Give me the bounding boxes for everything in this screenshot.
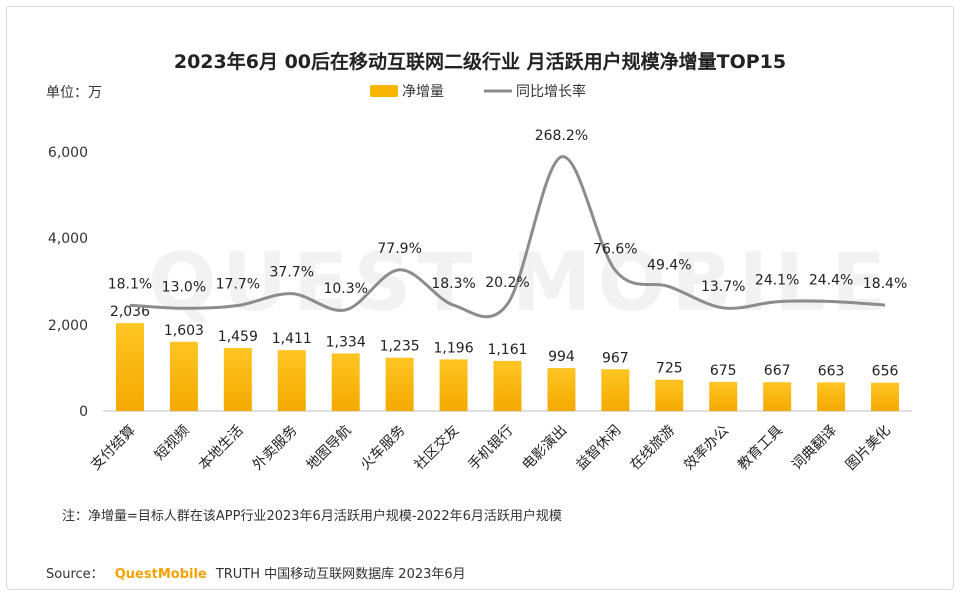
bar-value-label: 1,411 [272, 331, 312, 347]
bar-value-label: 1,459 [218, 329, 258, 345]
bar [223, 348, 252, 411]
bar-value-label: 1,235 [380, 339, 420, 355]
bar [655, 379, 684, 411]
growth-rate-label: 37.7% [270, 265, 314, 281]
bar-value-label: 2,036 [110, 304, 150, 320]
growth-rate-label: 24.1% [755, 273, 799, 289]
bar [601, 369, 630, 411]
legend-line-label: 同比增长率 [516, 83, 586, 100]
y-tick-label: 6,000 [48, 145, 88, 161]
category-label: 地图导航 [304, 423, 355, 474]
bar [817, 382, 846, 411]
footnote: 注：净增量=目标人群在该APP行业2023年6月活跃用户规模-2022年6月活跃… [62, 508, 562, 524]
category-label: 手机银行 [465, 423, 516, 474]
category-label: 益智休闲 [573, 423, 624, 474]
bar [115, 323, 144, 411]
unit-label: 单位：万 [46, 85, 102, 101]
chart-frame [6, 6, 954, 590]
category-label: 支付结算 [88, 423, 139, 474]
bar [493, 360, 522, 411]
bar-value-label: 675 [710, 363, 737, 379]
bar [547, 368, 576, 411]
y-tick-label: 0 [79, 404, 88, 420]
bars-group: 2,036 1,603 1,459 1,411 1,334 1,235 1,196 1,161… [110, 304, 900, 411]
bar-value-label: 994 [548, 349, 575, 365]
legend-bar-swatch [370, 85, 398, 97]
category-label: 词典翻译 [789, 423, 840, 474]
growth-rate-label: 13.7% [701, 279, 745, 295]
y-tick-label: 4,000 [48, 231, 88, 247]
category-label: 外卖服务 [250, 423, 301, 474]
growth-rate-label: 13.0% [162, 279, 206, 295]
growth-rate-label: 17.7% [216, 276, 260, 292]
chart-title: 2023年6月 00后在移动互联网二级行业 月活跃用户规模净增量TOP15 [174, 50, 786, 73]
category-label: 效率办公 [680, 422, 732, 474]
growth-rate-label: 268.2% [535, 128, 588, 144]
bar [277, 350, 306, 411]
bar-value-label: 1,161 [487, 342, 527, 358]
y-axis: 6,000 4,000 2,000 0 [48, 145, 88, 420]
bar-value-label: 667 [764, 363, 791, 379]
bar [439, 359, 468, 411]
growth-rate-label: 18.3% [431, 276, 475, 292]
growth-rate-label: 20.2% [485, 275, 529, 291]
category-label: 电影演出 [519, 423, 570, 474]
growth-rate-label: 18.4% [863, 276, 907, 292]
source-line: Source： QuestMobile TRUTH 中国移动互联网数据库 202… [46, 563, 466, 582]
source-prefix: Source： [46, 567, 104, 582]
growth-rate-label: 10.3% [323, 281, 367, 297]
source-brand: QuestMobile [115, 567, 207, 582]
bar-value-label: 967 [602, 350, 629, 366]
category-label: 火车服务 [357, 422, 409, 474]
category-label: 短视频 [152, 423, 193, 464]
bar-value-label: 656 [872, 364, 899, 380]
growth-rate-line [129, 155, 886, 319]
growth-rate-label: 18.1% [108, 276, 152, 292]
legend: 净增量 同比增长率 [370, 83, 586, 100]
growth-rate-label: 76.6% [593, 242, 637, 258]
category-labels: 支付结算 短视频 本地生活 外卖服务 地图导航 火车服务 社区交友 手机银行 电影演出 益智休闲在… [88, 422, 894, 474]
bar [169, 341, 198, 411]
y-tick-label: 2,000 [48, 318, 88, 334]
category-label: 本地生活 [196, 423, 247, 474]
category-label: 教育工具 [735, 423, 786, 474]
bar-value-label: 1,196 [434, 340, 474, 356]
bar-value-label: 725 [656, 361, 683, 377]
category-label: 图片美化 [843, 423, 894, 474]
bar [871, 382, 900, 411]
bar-value-label: 1,334 [326, 334, 366, 350]
bar-value-label: 663 [818, 363, 845, 379]
bar [385, 357, 414, 411]
growth-rate-label: 24.4% [809, 273, 853, 289]
bar [763, 382, 792, 411]
bar-value-label: 1,603 [164, 323, 204, 339]
rate-line-group: 18.1% 13.0% 17.7% 37.7% 10.3% 77.9% 18.3% 20.2%… [108, 128, 907, 319]
bar [709, 381, 738, 411]
bar [331, 353, 360, 411]
category-label: 社区交友 [411, 422, 463, 474]
source-suffix: TRUTH 中国移动互联网数据库 2023年6月 [215, 566, 466, 582]
category-label: 在线旅游 [627, 423, 678, 474]
growth-rate-label: 77.9% [377, 241, 421, 257]
growth-rate-label: 49.4% [647, 258, 691, 274]
legend-bar-label: 净增量 [402, 84, 444, 100]
